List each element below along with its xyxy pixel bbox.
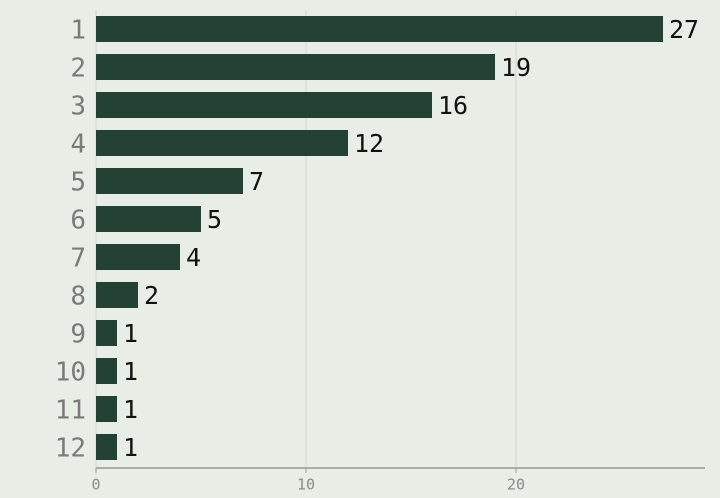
y-tick-label: 7 bbox=[70, 244, 86, 274]
value-label: 1 bbox=[123, 319, 138, 348]
y-tick-label: 9 bbox=[70, 320, 86, 350]
y-tick-label: 11 bbox=[55, 396, 86, 426]
value-label: 5 bbox=[207, 205, 222, 234]
bar bbox=[96, 54, 495, 80]
bar bbox=[96, 92, 432, 118]
value-label: 4 bbox=[186, 243, 201, 272]
value-label: 7 bbox=[249, 167, 264, 196]
value-label: 16 bbox=[438, 91, 468, 120]
bar bbox=[96, 206, 201, 232]
value-label: 12 bbox=[354, 129, 384, 158]
y-tick-label: 6 bbox=[70, 206, 86, 236]
x-tick-label: 0 bbox=[91, 476, 100, 494]
value-label: 1 bbox=[123, 433, 138, 462]
value-label: 2 bbox=[144, 281, 159, 310]
y-tick-label: 10 bbox=[55, 358, 86, 388]
bar bbox=[96, 282, 138, 308]
value-label: 1 bbox=[123, 395, 138, 424]
bar bbox=[96, 320, 117, 346]
x-tick-label: 20 bbox=[507, 476, 525, 494]
y-tick-label: 4 bbox=[70, 130, 86, 160]
y-tick-label: 1 bbox=[70, 16, 86, 46]
y-tick-label: 5 bbox=[70, 168, 86, 198]
bar bbox=[96, 396, 117, 422]
y-tick-label: 2 bbox=[70, 54, 86, 84]
bar bbox=[96, 434, 117, 460]
value-label: 1 bbox=[123, 357, 138, 386]
y-tick-label: 3 bbox=[70, 92, 86, 122]
y-tick-label: 8 bbox=[70, 282, 86, 312]
value-label: 19 bbox=[501, 53, 531, 82]
bar bbox=[96, 358, 117, 384]
bar bbox=[96, 168, 243, 194]
bar bbox=[96, 244, 180, 270]
value-label: 27 bbox=[669, 15, 699, 44]
bar bbox=[96, 16, 663, 42]
bar bbox=[96, 130, 348, 156]
y-tick-label: 12 bbox=[55, 434, 86, 464]
x-tick-label: 10 bbox=[297, 476, 315, 494]
